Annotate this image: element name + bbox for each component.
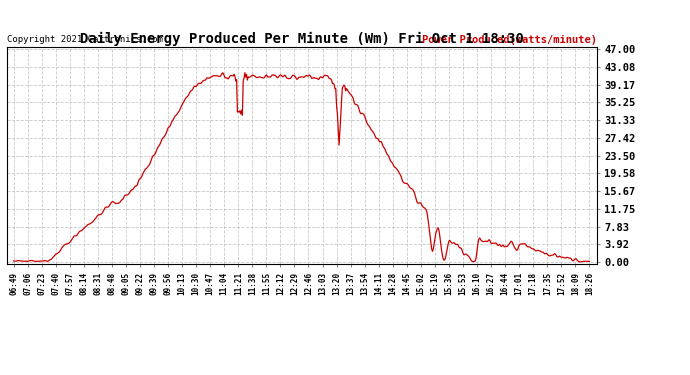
Text: Power Produced(watts/minute): Power Produced(watts/minute) bbox=[422, 35, 597, 45]
Title: Daily Energy Produced Per Minute (Wm) Fri Oct 1 18:30: Daily Energy Produced Per Minute (Wm) Fr… bbox=[80, 32, 524, 46]
Text: Copyright 2021 Cartronics.com: Copyright 2021 Cartronics.com bbox=[7, 35, 163, 44]
